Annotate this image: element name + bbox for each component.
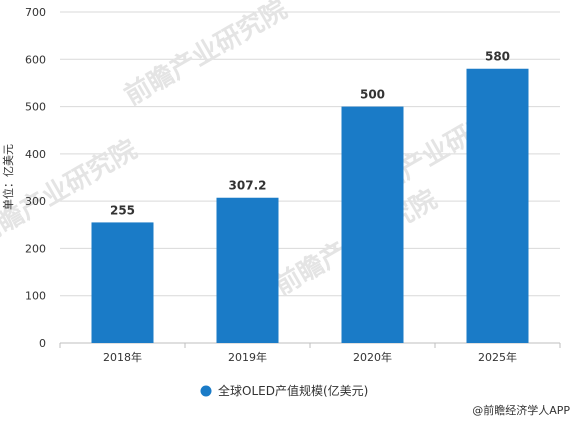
- y-tick-label: 400: [25, 148, 46, 161]
- bar-data-label: 500: [360, 88, 385, 102]
- legend-marker: [200, 385, 212, 397]
- source-credit: @前瞻经济学人APP: [472, 404, 570, 417]
- y-tick-label: 700: [25, 6, 46, 19]
- bars: [91, 68, 529, 343]
- y-tick-label: 0: [39, 337, 46, 350]
- y-tick-label: 300: [25, 195, 46, 208]
- bar: [216, 197, 279, 343]
- y-tick-label: 600: [25, 53, 46, 66]
- bar: [341, 106, 404, 343]
- x-tick-label: 2019年: [228, 350, 267, 364]
- legend-label: 全球OLED产值规模(亿美元): [218, 383, 368, 398]
- y-axis-ticks: 0 100 200 300 400 500 600 700: [25, 6, 46, 350]
- data-labels: 255 307.2 500 580: [110, 50, 510, 218]
- bar: [91, 222, 154, 343]
- x-tick-label: 2025年: [478, 350, 517, 364]
- legend: 全球OLED产值规模(亿美元): [200, 383, 368, 398]
- x-axis-ticks: 2018年 2019年 2020年 2025年: [103, 350, 517, 364]
- bar-data-label: 307.2: [229, 179, 267, 193]
- bar-data-label: 580: [485, 50, 510, 64]
- bar: [466, 68, 529, 343]
- x-tick-label: 2020年: [353, 350, 392, 364]
- y-tick-label: 500: [25, 101, 46, 114]
- y-tick-label: 200: [25, 242, 46, 255]
- x-tick-label: 2018年: [103, 350, 142, 364]
- y-axis-label: 单位：亿美元: [1, 144, 15, 210]
- y-tick-label: 100: [25, 290, 46, 303]
- bar-data-label: 255: [110, 203, 135, 217]
- watermark-text: 前瞻产业研究院: [119, 0, 292, 112]
